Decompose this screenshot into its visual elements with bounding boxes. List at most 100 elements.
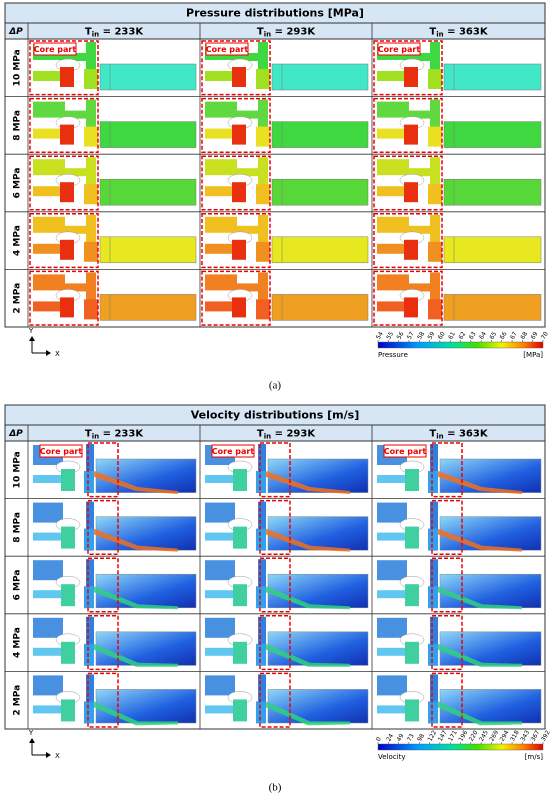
- colorbar-tick-label: 54: [375, 330, 385, 340]
- column-header: Tin = 233K: [85, 27, 144, 39]
- colorbar-tick-label: 67: [509, 330, 519, 340]
- annotation-bg: [377, 42, 421, 56]
- outlet-tee: [256, 528, 266, 551]
- injector-arm: [258, 42, 268, 70]
- caption: (a): [269, 380, 282, 392]
- nozzle-bulb: [61, 641, 75, 664]
- inlet-channel: [205, 128, 233, 139]
- inlet-channel: [377, 128, 405, 139]
- injector-arm: [86, 42, 96, 70]
- outlet-tee: [428, 528, 438, 551]
- column-subscript: in: [436, 433, 443, 441]
- outlet-tee: [256, 184, 270, 205]
- colorbar-tick-label: 62: [457, 330, 467, 340]
- tube: [443, 178, 542, 206]
- inlet-channel: [33, 532, 63, 541]
- inlet-channel: [205, 243, 233, 254]
- jet: [438, 643, 522, 667]
- colorbar-tick-label: 147: [437, 729, 449, 743]
- column-header: Tin = 293K: [257, 429, 316, 441]
- outlet-tee: [84, 643, 94, 666]
- row-label: 6 MPa: [13, 570, 23, 601]
- injector-block: [33, 216, 65, 233]
- inlet-channel: [377, 71, 405, 81]
- inlet-channel: [205, 186, 233, 197]
- injector-block: [377, 617, 407, 638]
- core-box: [373, 213, 443, 269]
- colorbar-unit: [MPa]: [523, 351, 543, 359]
- colorbar-tick-label: 60: [437, 330, 447, 340]
- colorbar-tick-label: 58: [416, 330, 426, 340]
- nozzle-bulb: [232, 182, 246, 203]
- inlet-channel: [33, 243, 61, 254]
- outlet-tee: [256, 241, 270, 262]
- outlet-tee: [84, 586, 94, 609]
- injector-block: [377, 675, 407, 696]
- caption: (b): [269, 782, 282, 794]
- core-box: [29, 155, 99, 211]
- panel-title: Velocity distributions [m/s]: [191, 409, 359, 422]
- corner-label: ΔP: [8, 27, 23, 37]
- colorbar-tick-label: 392: [540, 729, 550, 743]
- colorbar-tick-label: 367: [530, 729, 542, 743]
- annotation-bg: [205, 42, 249, 56]
- jet: [94, 471, 178, 494]
- jet: [94, 586, 178, 610]
- colorbar-label: Velocity: [378, 753, 405, 761]
- nozzle-bulb: [233, 699, 247, 722]
- row-label: 8 MPa: [13, 512, 23, 543]
- jet: [266, 528, 350, 552]
- inlet-channel: [33, 647, 63, 656]
- colorbar-tick-label: 59: [427, 330, 437, 340]
- nozzle-bulb: [232, 297, 246, 318]
- jet: [438, 528, 522, 552]
- axis-x-label: X: [55, 752, 60, 760]
- injector-neck: [62, 225, 90, 234]
- core-box: [201, 40, 271, 96]
- tube: [439, 689, 542, 724]
- colorbar-tick-label: 196: [457, 729, 469, 743]
- injector-block: [205, 560, 235, 581]
- axis-x-label: X: [55, 350, 60, 358]
- inlet-channel: [205, 71, 233, 81]
- inlet-channel: [205, 705, 235, 714]
- column-subscript: in: [92, 433, 99, 441]
- outlet-tee: [428, 471, 438, 493]
- annotation: Core part: [40, 447, 83, 456]
- injector-arm: [258, 501, 266, 532]
- inlet-channel: [205, 301, 233, 312]
- core-box: [431, 672, 463, 728]
- column-header: Tin = 293K: [257, 27, 316, 39]
- outlet-tee: [256, 586, 266, 609]
- column-symbol: T: [429, 27, 436, 38]
- injector-arm: [258, 272, 268, 301]
- annotation-bg: [39, 444, 83, 458]
- outlet-tee: [256, 643, 266, 666]
- row-label: 10 MPa: [13, 49, 23, 86]
- injector-arm: [430, 444, 438, 474]
- tube: [95, 631, 197, 666]
- injector-neck: [234, 283, 262, 292]
- injector-arm: [86, 501, 94, 532]
- colorbar: [377, 743, 544, 751]
- injector-arm: [430, 674, 438, 705]
- injector-arm: [430, 214, 440, 243]
- injector-arm: [430, 42, 440, 70]
- core-box: [373, 97, 443, 153]
- core-box: [431, 499, 463, 555]
- nozzle-bulb: [60, 67, 74, 87]
- colorbar-tick-label: 24: [385, 732, 395, 742]
- panel-title: Pressure distributions [MPa]: [186, 7, 364, 20]
- column-symbol: T: [85, 429, 92, 440]
- injector-block: [33, 502, 63, 523]
- injector-block: [205, 159, 237, 176]
- tube: [439, 573, 542, 609]
- inlet-channel: [33, 186, 61, 197]
- nozzle-bulb: [404, 182, 418, 203]
- inlet-channel: [205, 475, 235, 483]
- injector-arm: [86, 444, 94, 474]
- injector-block: [377, 159, 409, 176]
- column-text: = 233K: [99, 429, 144, 440]
- annotation: Core part: [206, 45, 249, 54]
- nozzle-bulb: [61, 526, 75, 549]
